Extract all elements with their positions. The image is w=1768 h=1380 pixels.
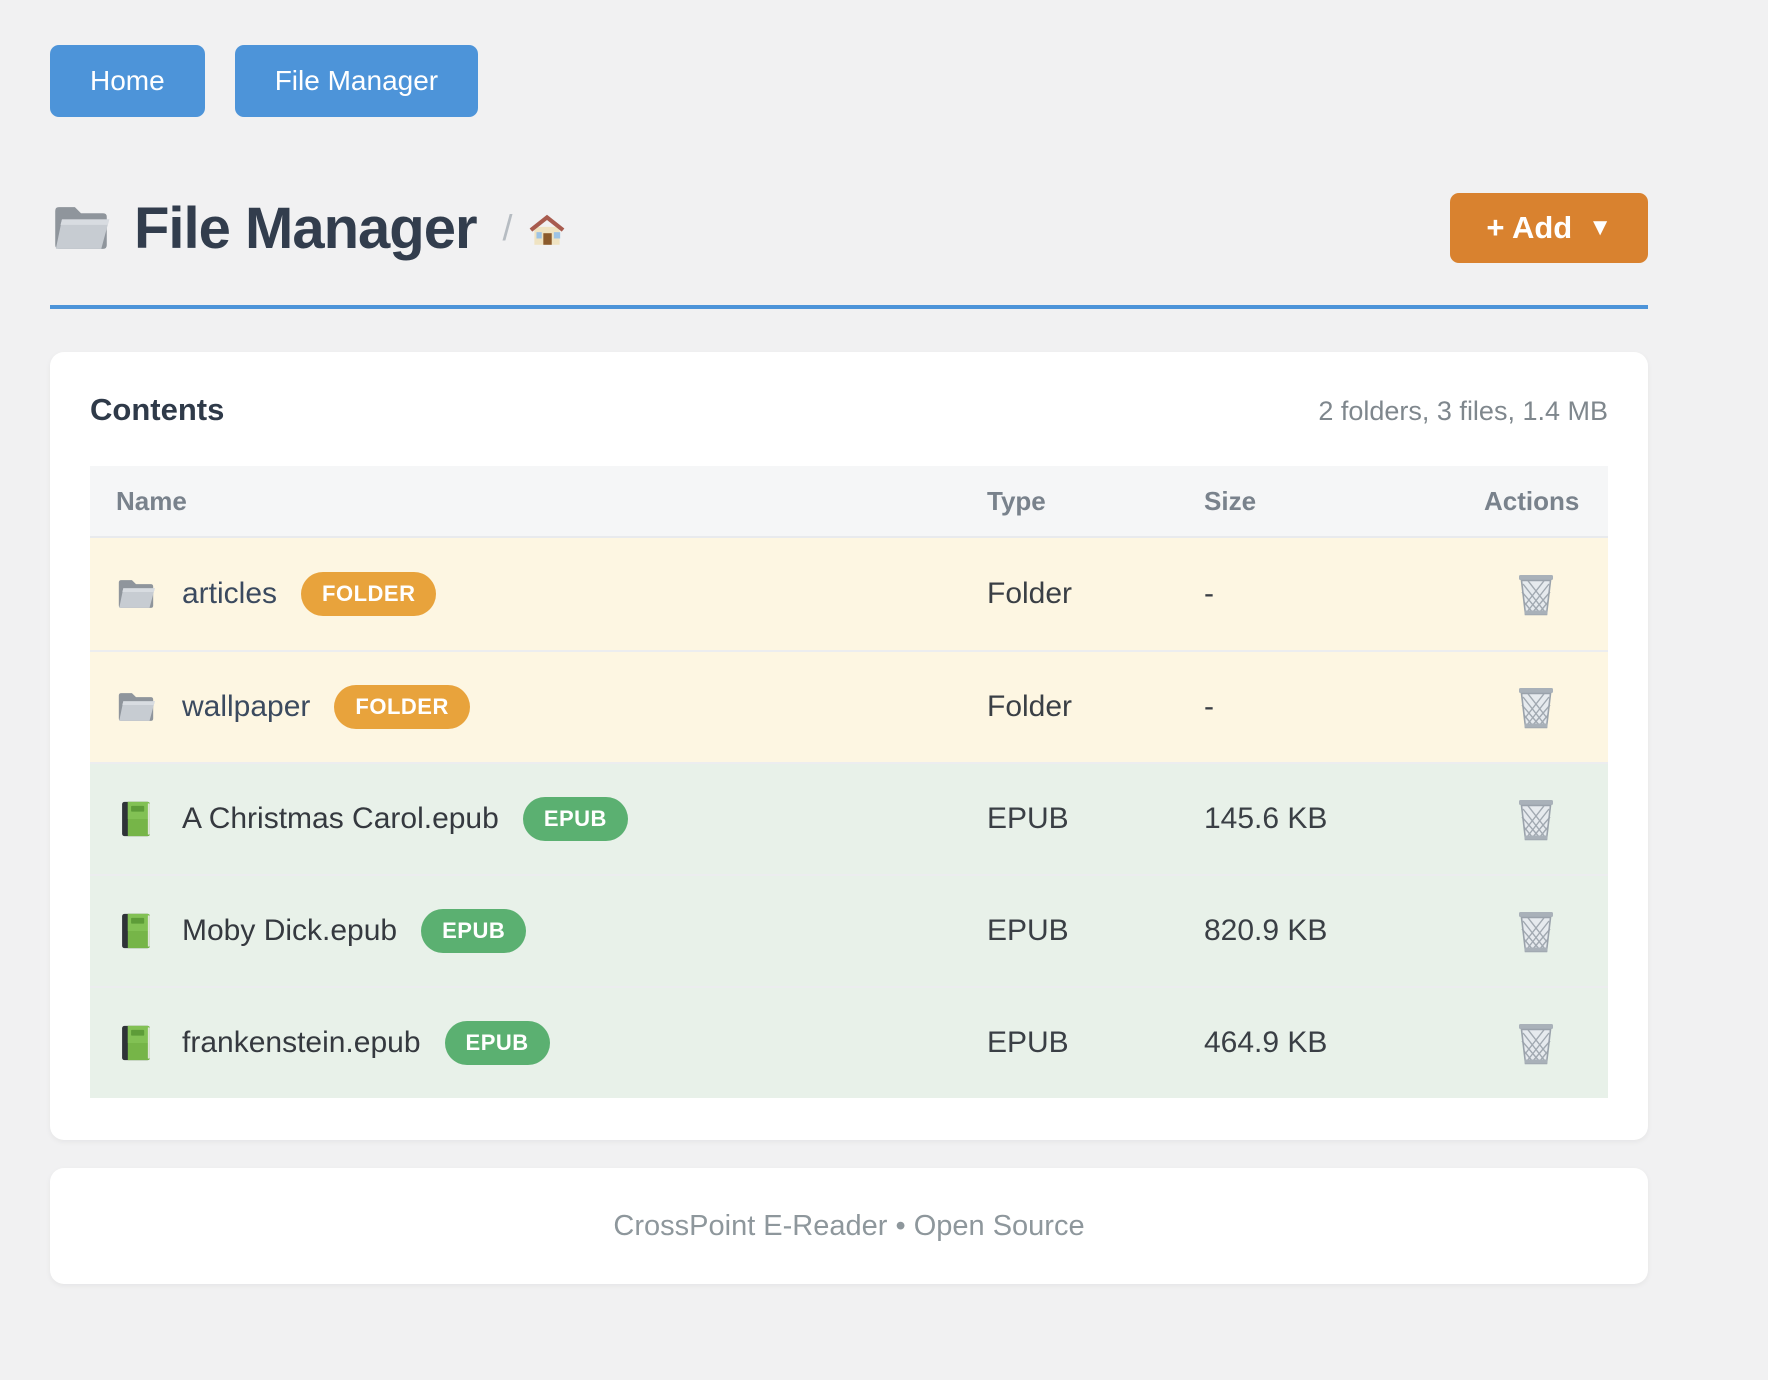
table-row[interactable]: articles FOLDER Folder - [90,538,1608,650]
entry-size: 820.9 KB [1204,914,1328,947]
entry-size: 464.9 KB [1204,1026,1328,1059]
page: Home File Manager File Manager / + Add ▼… [50,0,1648,1284]
column-header-name: Name [116,485,187,516]
contents-card: Contents 2 folders, 3 files, 1.4 MB Name… [50,352,1648,1140]
entry-name[interactable]: A Christmas Carol.epub [182,802,499,835]
entry-name[interactable]: articles [182,577,278,610]
table-row[interactable]: A Christmas Carol.epub EPUB EPUB 145.6 K… [90,762,1608,874]
add-button-label: + Add [1486,210,1573,245]
column-header-actions: Actions [1484,485,1580,516]
type-badge: FOLDER [334,685,470,729]
entry-size: 145.6 KB [1204,802,1328,835]
type-badge: EPUB [444,1021,550,1065]
trash-icon[interactable] [1516,685,1556,729]
breadcrumb: / [503,207,567,249]
book-icon [116,913,156,949]
page-title: File Manager [134,195,478,261]
folder-icon [116,689,156,725]
nav-file-manager-button[interactable]: File Manager [234,45,479,117]
chevron-down-icon: ▼ [1588,214,1612,241]
folder-icon [116,576,156,612]
book-icon [116,801,156,837]
entry-name[interactable]: wallpaper [182,690,311,723]
type-badge: EPUB [421,909,527,953]
entry-type: EPUB [987,802,1069,835]
breadcrumb-separator: / [502,207,513,248]
entry-type: Folder [987,577,1073,610]
nav-home-button[interactable]: Home [50,45,205,117]
page-header: File Manager / + Add ▼ [50,193,1648,263]
add-button[interactable]: + Add ▼ [1450,193,1648,263]
home-icon[interactable] [527,211,567,249]
trash-icon[interactable] [1516,1021,1556,1065]
trash-icon[interactable] [1516,572,1556,616]
column-header-size: Size [1204,485,1257,516]
book-icon [116,1025,156,1061]
top-nav: Home File Manager [50,45,1648,117]
entry-size: - [1204,577,1214,610]
trash-icon[interactable] [1516,797,1556,841]
type-badge: EPUB [522,797,628,841]
entry-type: EPUB [987,1026,1069,1059]
table-header-row: Name Type Size Actions [90,466,1608,538]
trash-icon[interactable] [1516,909,1556,953]
table-row[interactable]: Moby Dick.epub EPUB EPUB 820.9 KB [90,874,1608,986]
type-badge: FOLDER [301,572,437,616]
contents-summary: 2 folders, 3 files, 1.4 MB [1318,396,1608,426]
column-header-type: Type [987,485,1046,516]
card-title: Contents [90,392,225,427]
entry-size: - [1204,690,1214,723]
header-divider [50,305,1648,309]
footer: CrossPoint E-Reader • Open Source [50,1168,1648,1284]
entry-type: EPUB [987,914,1069,947]
entry-name[interactable]: Moby Dick.epub [182,914,398,947]
footer-text: CrossPoint E-Reader • Open Source [613,1209,1085,1242]
entry-name[interactable]: frankenstein.epub [182,1026,421,1059]
file-table: Name Type Size Actions articles FOLDER F… [90,466,1608,1098]
folder-icon [50,201,112,255]
entry-type: Folder [987,690,1073,723]
table-row[interactable]: frankenstein.epub EPUB EPUB 464.9 KB [90,986,1608,1098]
table-row[interactable]: wallpaper FOLDER Folder - [90,650,1608,762]
